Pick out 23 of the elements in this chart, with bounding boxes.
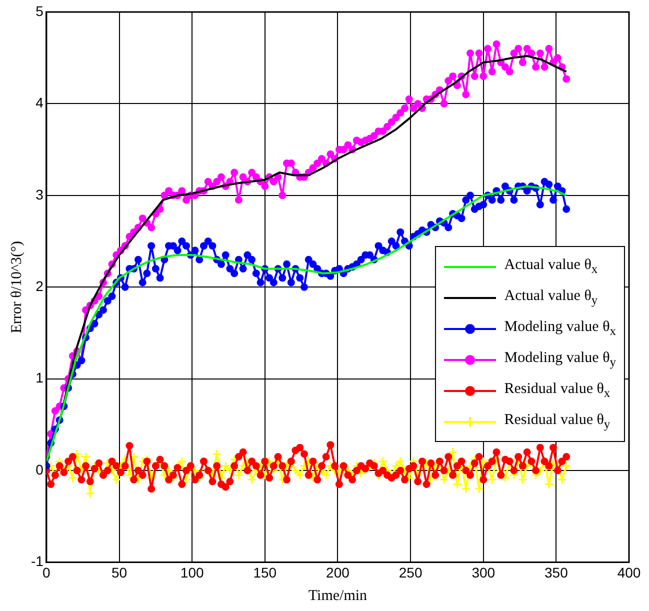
y-tick-label: 4 [36, 94, 44, 111]
legend-label: Modeling value θ$_{y}$ [504, 350, 616, 370]
y-axis-title: Error θ/10^3(°) [8, 240, 25, 334]
legend-label: Actual value θ$_{x}$ [504, 256, 598, 276]
legend-label: Residual value θ$_{y}$ [504, 412, 610, 432]
y-tick-label: 0 [36, 461, 44, 478]
legend-label: Modeling value θ$_{x}$ [504, 318, 616, 338]
x-tick-label: 350 [544, 564, 568, 580]
legend-label: Actual value θ$_{y}$ [504, 288, 598, 308]
y-tick-label: -1 [30, 553, 44, 570]
x-tick-label: 250 [398, 564, 422, 580]
y-tick-label: 1 [36, 370, 44, 386]
x-axis-title: Time/min [308, 588, 368, 604]
y-tick-label: 5 [36, 2, 44, 19]
x-tick-label: 200 [326, 564, 350, 580]
x-tick-label: 50 [111, 564, 128, 580]
x-tick-label: 150 [253, 564, 277, 580]
x-tick-label: 400 [617, 564, 641, 580]
x-tick-label: 300 [472, 564, 496, 580]
x-tick-label: 100 [180, 564, 204, 580]
y-tick-label: 3 [36, 186, 44, 202]
legend-label: Residual value θ$_{x}$ [504, 380, 610, 400]
y-tick-label: 2 [36, 278, 44, 294]
